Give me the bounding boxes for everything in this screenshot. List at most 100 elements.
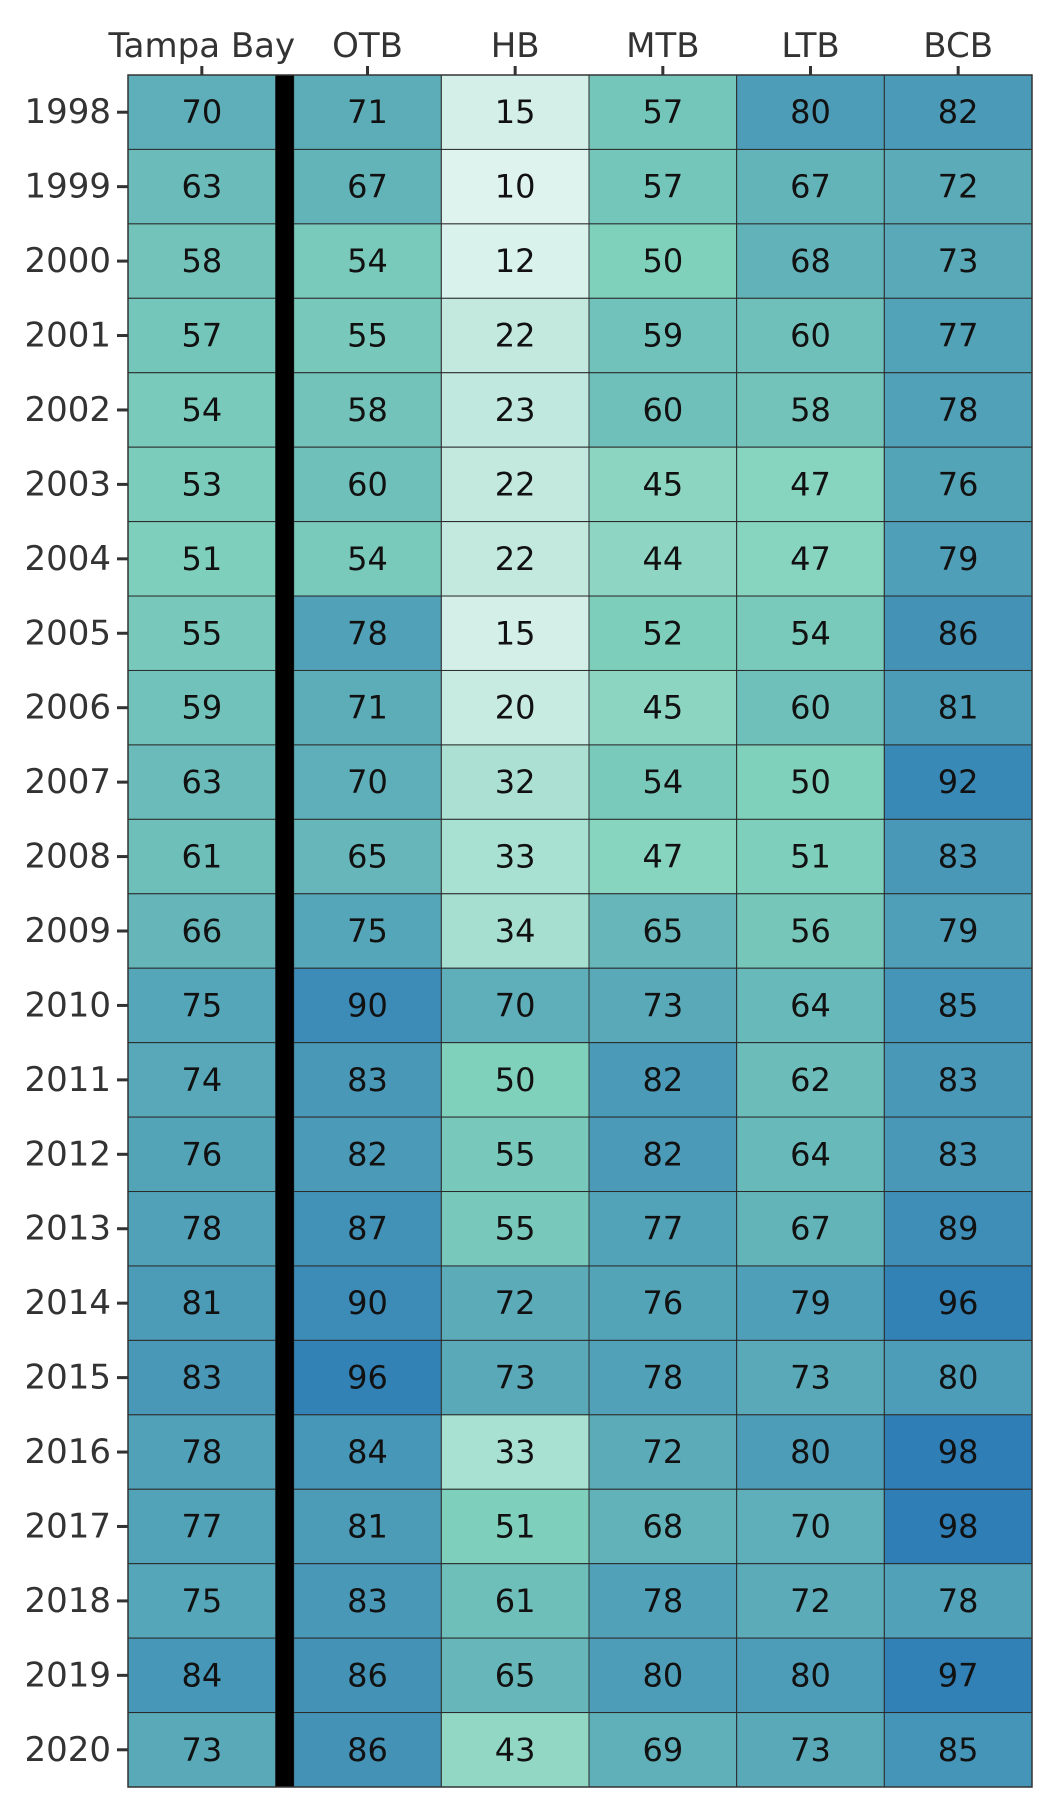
heatmap-cell: [736, 74, 885, 150]
heatmap-cell: [127, 1042, 277, 1118]
heatmap-cell: [588, 223, 738, 299]
heatmap-cell: [588, 893, 738, 969]
heatmap-cell: [588, 148, 738, 225]
heatmap-cell: [127, 744, 277, 820]
cell-value-label: 82: [347, 1135, 388, 1173]
heatmap-cell: [588, 967, 738, 1044]
cell-value-label: 60: [790, 317, 831, 355]
cell-value-label: 72: [495, 1284, 536, 1322]
cell-value-label: 47: [642, 838, 683, 876]
cell-value-label: 53: [181, 465, 222, 503]
cell-value-label: 62: [790, 1061, 831, 1099]
cell-value-label: 86: [347, 1731, 388, 1769]
heatmap-cell: [883, 669, 1033, 746]
separator-layer: [275, 75, 294, 1787]
heatmap-cell: [293, 1712, 442, 1788]
row-tick-label: 1998: [24, 92, 111, 132]
cell-value-label: 83: [347, 1582, 388, 1620]
cell-value-label: 67: [347, 168, 388, 206]
cell-value-label: 60: [642, 391, 683, 429]
cell-value-label: 72: [938, 168, 979, 206]
cell-value-label: 78: [181, 1433, 222, 1471]
heatmap-cell: [127, 1191, 277, 1267]
cell-value-label: 33: [495, 838, 536, 876]
cell-value-label: 76: [642, 1284, 683, 1322]
heatmap-cell: [127, 1563, 277, 1639]
cell-value-label: 55: [495, 1135, 536, 1173]
heatmap-cell: [440, 595, 590, 671]
heatmap-cell: [736, 595, 885, 671]
heatmap-cell: [440, 669, 590, 746]
heatmap-cell: [293, 1265, 442, 1341]
cell-value-label: 57: [181, 317, 222, 355]
cell-value-label: 59: [642, 317, 683, 355]
cell-value-label: 80: [642, 1656, 683, 1694]
cell-value-label: 12: [495, 242, 536, 280]
cell-value-label: 55: [495, 1210, 536, 1248]
cell-value-label: 61: [495, 1582, 536, 1620]
cell-value-label: 86: [938, 614, 979, 652]
heatmap-cell: [440, 1042, 590, 1118]
cell-value-label: 79: [790, 1284, 831, 1322]
row-tick-label: 2005: [24, 613, 111, 653]
cell-value-label: 52: [642, 614, 683, 652]
cell-value-label: 77: [938, 317, 979, 355]
heatmap-cell: [883, 1563, 1033, 1639]
cell-value-label: 84: [347, 1433, 388, 1471]
row-tick-label: 1999: [24, 167, 111, 207]
cell-value-label: 15: [495, 93, 536, 131]
cell-value-label: 73: [181, 1731, 222, 1769]
row-tick-label: 2004: [24, 539, 111, 579]
cell-value-label: 58: [347, 391, 388, 429]
heatmap-cell: [883, 1265, 1033, 1341]
heatmap-cell: [588, 74, 738, 150]
heatmap-cell: [293, 521, 442, 597]
cell-value-label: 85: [938, 1731, 979, 1769]
row-tick-label: 2012: [24, 1134, 111, 1174]
cell-value-label: 54: [347, 242, 388, 280]
cell-value-label: 54: [790, 614, 831, 652]
heatmap-cell: [588, 1042, 738, 1118]
cell-value-label: 73: [642, 986, 683, 1024]
cell-value-label: 64: [790, 1135, 831, 1173]
heatmap-cell: [736, 1042, 885, 1118]
heatmap-cell: [440, 297, 590, 374]
heatmap-cell: [440, 1712, 590, 1788]
heatmap-cell: [293, 1414, 442, 1490]
heatmap-cell: [127, 1637, 277, 1714]
row-tick-label: 2013: [24, 1209, 111, 1249]
heatmap-cell: [883, 1414, 1033, 1490]
cell-value-label: 76: [181, 1135, 222, 1173]
heatmap-cell: [736, 1488, 885, 1565]
cell-value-label: 98: [938, 1507, 979, 1545]
heatmap-cell: [127, 1116, 277, 1193]
heatmap-cell: [883, 446, 1033, 523]
cell-value-label: 82: [642, 1061, 683, 1099]
row-tick-label: 2010: [24, 985, 111, 1025]
cell-value-label: 78: [938, 391, 979, 429]
heatmap-cell: [127, 1488, 277, 1565]
column-tick-label: OTB: [332, 26, 403, 66]
cell-value-label: 65: [347, 838, 388, 876]
cell-value-label: 55: [347, 317, 388, 355]
cell-value-label: 51: [495, 1507, 536, 1545]
cell-value-label: 72: [642, 1433, 683, 1471]
heatmap-cell: [588, 1563, 738, 1639]
cell-value-label: 83: [181, 1359, 222, 1397]
row-tick-label: 2001: [24, 316, 111, 356]
column-tick-label: BCB: [923, 26, 993, 66]
cell-value-label: 81: [347, 1507, 388, 1545]
cell-value-label: 72: [790, 1582, 831, 1620]
heatmap-cell: [440, 1563, 590, 1639]
cell-value-label: 54: [181, 391, 222, 429]
cell-value-label: 68: [642, 1507, 683, 1545]
heatmap-cell: [736, 446, 885, 523]
heatmap-cell: [127, 967, 277, 1044]
cell-value-label: 69: [642, 1731, 683, 1769]
column-tick-label: MTB: [626, 26, 699, 66]
heatmap-cell: [588, 1191, 738, 1267]
cell-value-label: 81: [938, 689, 979, 727]
cell-value-label: 96: [347, 1359, 388, 1397]
cell-value-label: 85: [938, 986, 979, 1024]
cell-value-label: 84: [181, 1656, 222, 1694]
